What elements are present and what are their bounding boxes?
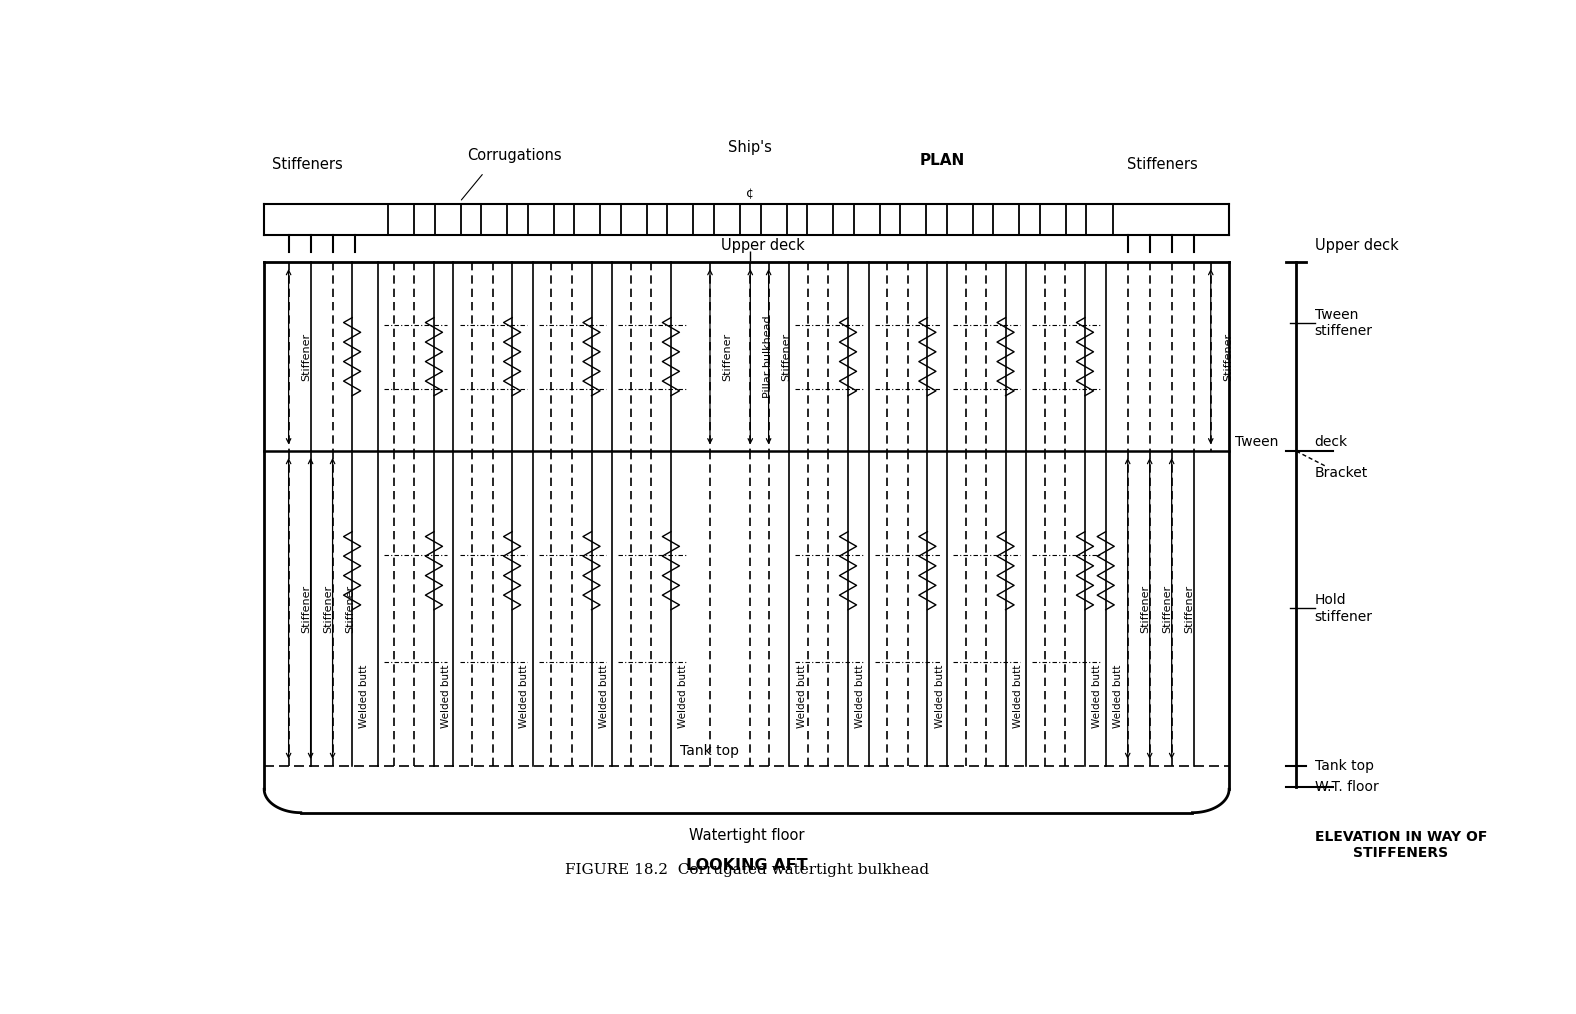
Text: Welded butt: Welded butt: [1092, 665, 1102, 728]
Text: Welded butt: Welded butt: [797, 665, 807, 728]
Text: Upper deck: Upper deck: [1314, 238, 1398, 252]
Text: Stiffener: Stiffener: [345, 584, 355, 633]
Text: Stiffener: Stiffener: [1162, 584, 1173, 633]
Text: Tween
stiffener: Tween stiffener: [1314, 307, 1373, 338]
Text: Stiffener: Stiffener: [780, 333, 791, 381]
Text: Watertight floor: Watertight floor: [689, 828, 804, 844]
Text: Ship's: Ship's: [728, 140, 772, 155]
Text: FIGURE 18.2  Corrugated watertight bulkhead: FIGURE 18.2 Corrugated watertight bulkhe…: [564, 863, 928, 877]
Text: Stiffeners: Stiffeners: [271, 157, 342, 172]
Text: Stiffener: Stiffener: [1223, 333, 1232, 381]
Text: Welded butt: Welded butt: [1113, 665, 1124, 728]
Text: Corrugations: Corrugations: [466, 148, 563, 163]
Text: Stiffener: Stiffener: [722, 333, 733, 381]
Text: Welded butt: Welded butt: [935, 665, 944, 728]
Text: Welded butt: Welded butt: [599, 665, 608, 728]
Text: W.T. floor: W.T. floor: [1314, 780, 1379, 794]
Text: Welded butt: Welded butt: [1013, 665, 1023, 728]
Text: PLAN: PLAN: [919, 153, 965, 167]
Text: Upper deck: Upper deck: [720, 238, 804, 252]
Text: ¢: ¢: [747, 187, 755, 200]
Text: Bracket: Bracket: [1314, 466, 1368, 480]
Text: Welded butt: Welded butt: [441, 665, 451, 728]
Text: Stiffener: Stiffener: [1184, 584, 1195, 633]
Text: Welded butt: Welded butt: [856, 665, 865, 728]
Text: Tank top: Tank top: [681, 744, 739, 758]
Text: Tween: Tween: [1234, 435, 1278, 449]
Text: Pillar bulkhead: Pillar bulkhead: [763, 315, 772, 399]
Text: Welded butt: Welded butt: [520, 665, 530, 728]
Text: deck: deck: [1314, 435, 1347, 449]
Text: Stiffener: Stiffener: [301, 584, 310, 633]
Text: Stiffener: Stiffener: [1139, 584, 1150, 633]
Text: Welded butt: Welded butt: [678, 665, 689, 728]
Text: Tank top: Tank top: [1314, 758, 1374, 773]
Text: Hold
stiffener: Hold stiffener: [1314, 593, 1373, 624]
Text: Welded butt: Welded butt: [359, 665, 369, 728]
Text: LOOKING AFT: LOOKING AFT: [686, 858, 807, 873]
Text: ELEVATION IN WAY OF
STIFFENERS: ELEVATION IN WAY OF STIFFENERS: [1314, 829, 1488, 860]
Text: Stiffener: Stiffener: [301, 333, 310, 381]
Text: Stiffener: Stiffener: [323, 584, 333, 633]
Text: Stiffeners: Stiffeners: [1127, 157, 1198, 172]
